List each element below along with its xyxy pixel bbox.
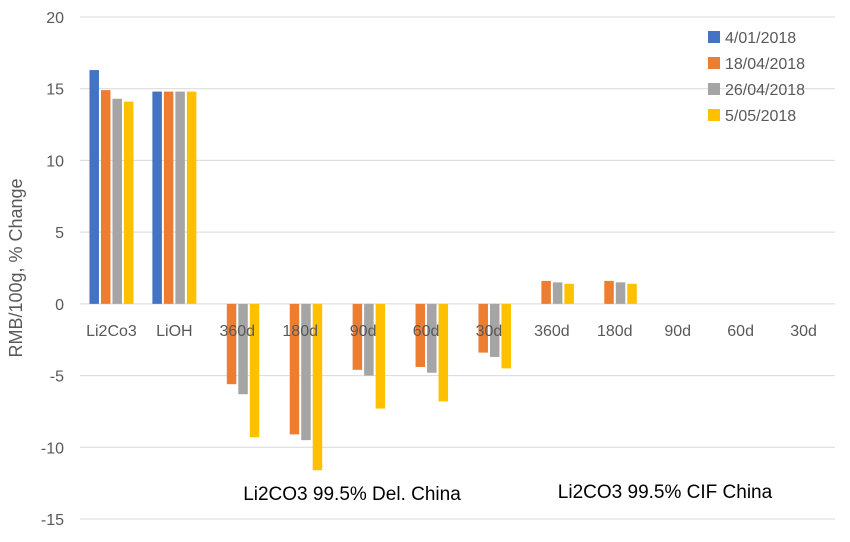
x-category-label: 30d (790, 323, 817, 340)
x-category-label: 60d (727, 323, 754, 340)
x-category-label: 360d (219, 323, 255, 340)
y-tick-label: 20 (46, 10, 64, 27)
bar (301, 303, 311, 441)
x-category-label: 180d (282, 323, 318, 340)
legend-label: 4/01/2018 (725, 30, 796, 47)
bar (226, 303, 237, 385)
bar (175, 91, 185, 304)
legend-swatch (708, 31, 720, 43)
y-tick-label: -5 (50, 369, 64, 386)
legend-swatch (708, 109, 720, 121)
bar (163, 91, 174, 304)
bar (238, 303, 248, 395)
y-axis-title: RMB/100g, % Change (6, 178, 26, 357)
x-category-label: LiOH (156, 323, 192, 340)
bar (312, 303, 323, 471)
category-labels: Li2Co3 LiOH 360d 180d 90d 60d 30d 360d 180d 90d 60… (86, 323, 817, 340)
bar (564, 283, 574, 304)
bar (438, 303, 449, 402)
group-label-del-china: Li2CO3 99.5% Del. China (243, 484, 461, 505)
bar (541, 280, 551, 304)
y-tick-label: 0 (55, 297, 64, 314)
bar (627, 283, 637, 304)
gridlines (80, 16, 835, 520)
bar (615, 282, 626, 304)
group-label-cif-china: Li2CO3 99.5% CIF China (558, 482, 773, 503)
x-category-label: 90d (664, 323, 691, 340)
y-axis-ticks: 20 15 10 5 0 -5 -10 -15 (41, 10, 64, 529)
legend: 4/01/2018 18/04/2018 26/04/2018 5/05/2018 (708, 30, 805, 125)
bar (89, 70, 99, 304)
bar (352, 303, 363, 370)
bar (249, 303, 260, 438)
bar (552, 282, 563, 304)
x-category-label: 180d (597, 323, 633, 340)
y-tick-label: 5 (55, 225, 64, 242)
bar (478, 303, 488, 353)
legend-swatch (708, 83, 720, 95)
bar (112, 98, 122, 304)
x-category-label: Li2Co3 (86, 323, 137, 340)
y-tick-label: -10 (41, 440, 64, 457)
y-tick-label: -15 (41, 512, 64, 529)
legend-label: 5/05/2018 (725, 108, 796, 125)
bar (152, 91, 162, 304)
bar (186, 91, 197, 304)
bar (364, 303, 374, 376)
bar (501, 303, 511, 369)
legend-swatch (708, 57, 720, 69)
y-tick-label: 10 (46, 153, 64, 170)
bars (89, 70, 637, 471)
bar (427, 303, 437, 373)
legend-label: 26/04/2018 (725, 82, 805, 99)
x-category-label: 360d (534, 323, 570, 340)
legend-label: 18/04/2018 (725, 56, 805, 73)
y-tick-label: 15 (46, 82, 64, 99)
bar (123, 101, 134, 304)
bar (415, 303, 426, 367)
bar (100, 90, 111, 304)
bar (289, 303, 300, 435)
x-category-label: 30d (476, 323, 503, 340)
bar (489, 303, 500, 357)
bar (604, 280, 614, 304)
x-category-label: 60d (413, 323, 440, 340)
bar (375, 303, 386, 409)
x-category-label: 90d (350, 323, 377, 340)
